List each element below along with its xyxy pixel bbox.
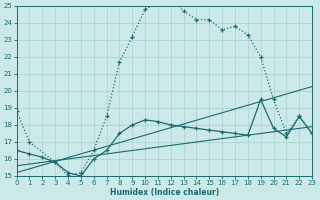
X-axis label: Humidex (Indice chaleur): Humidex (Indice chaleur) xyxy=(110,188,219,197)
